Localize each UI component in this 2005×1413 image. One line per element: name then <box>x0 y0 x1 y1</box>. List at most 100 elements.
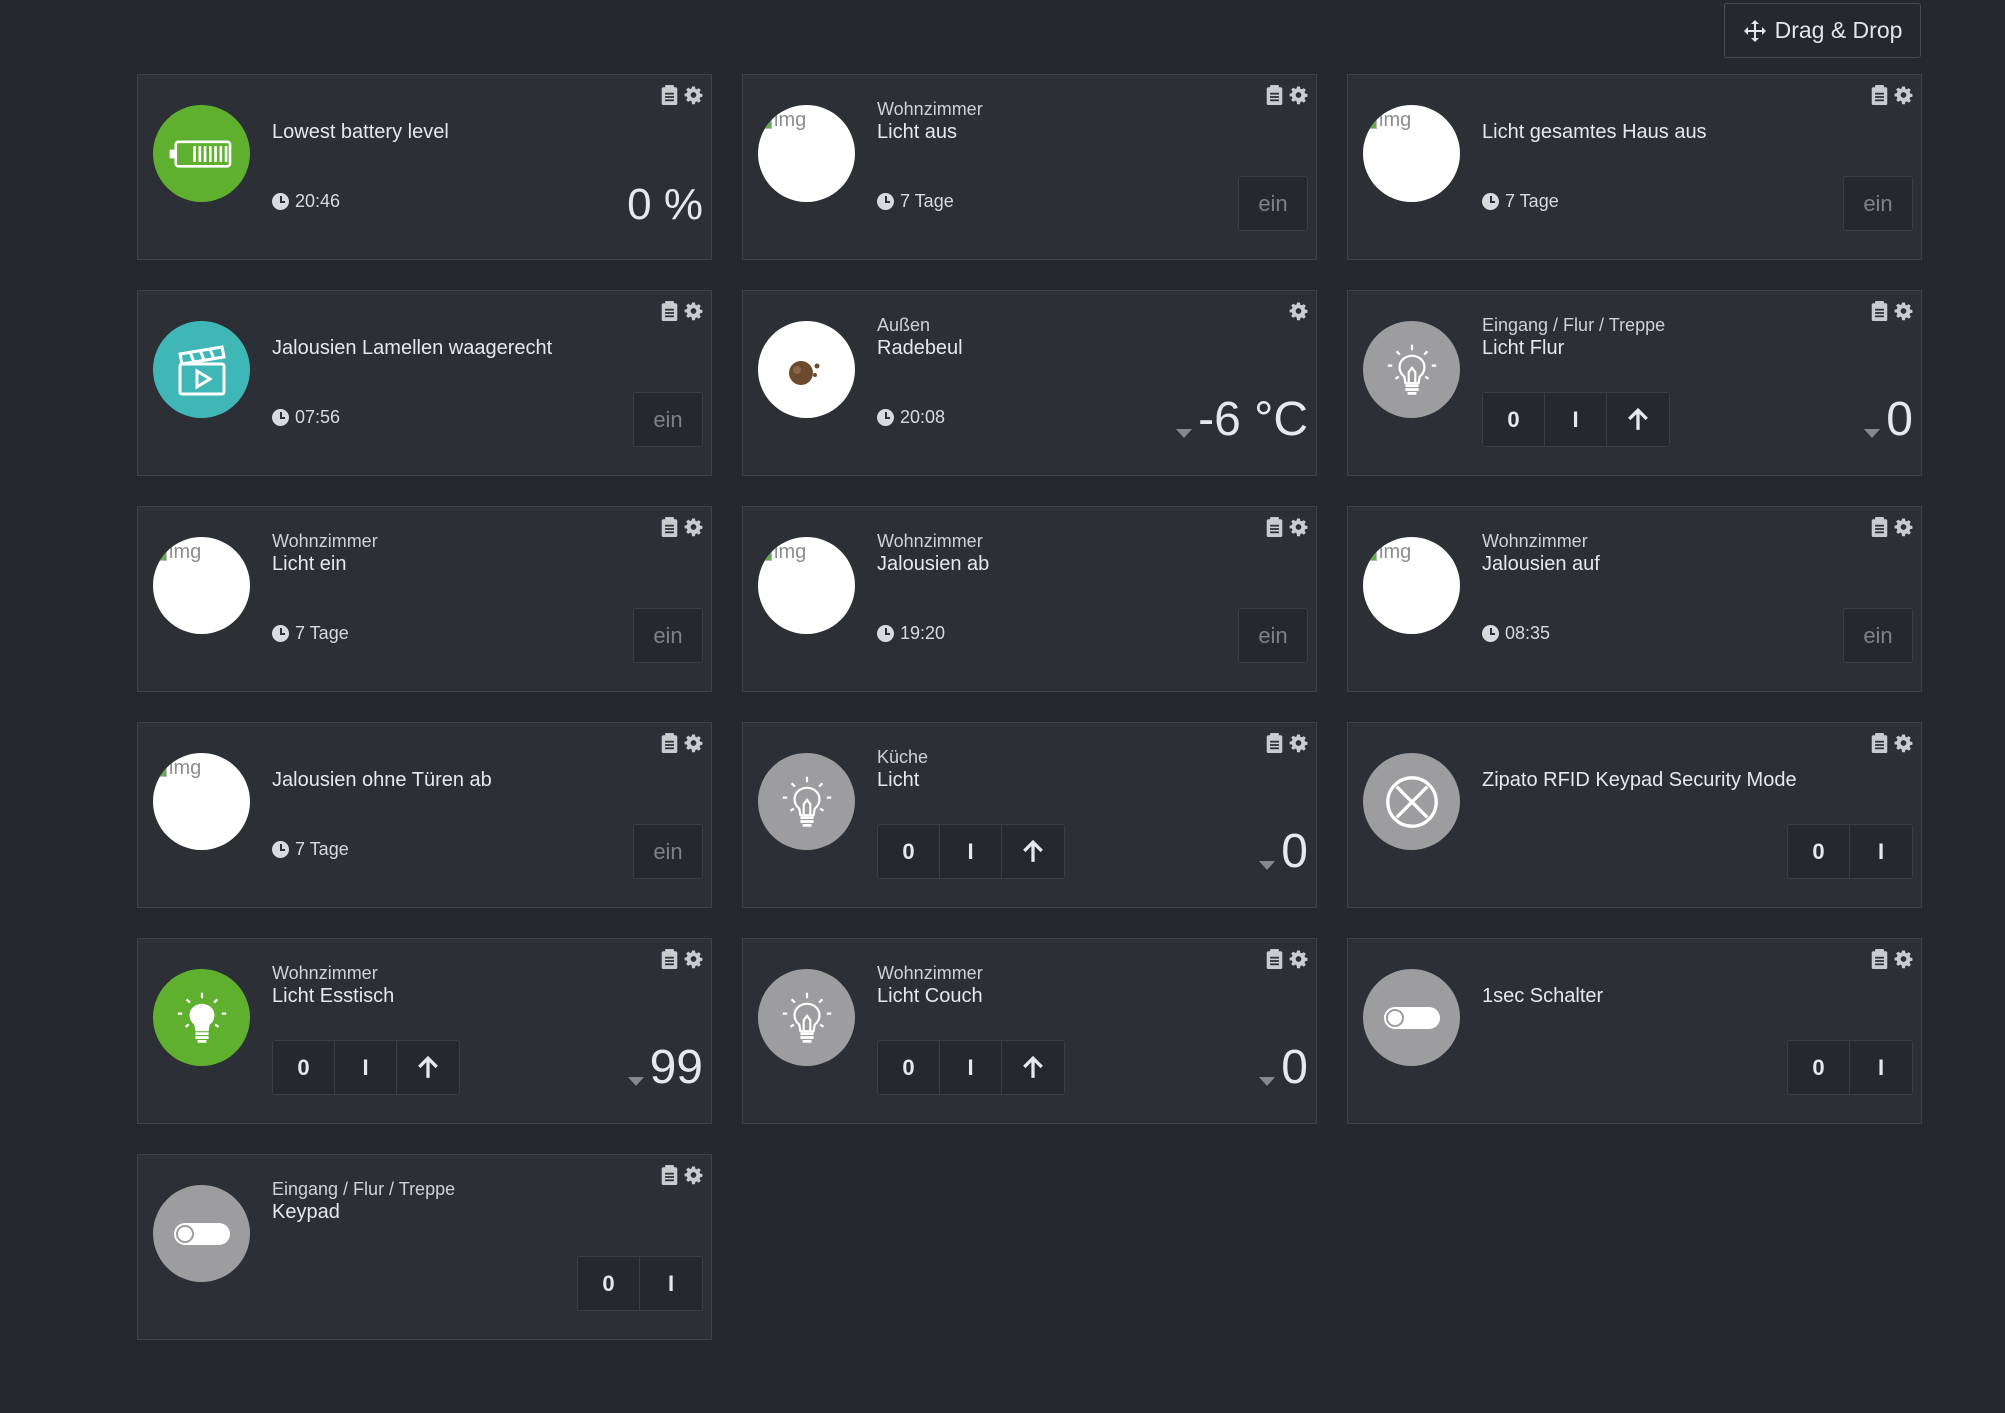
battery-icon <box>153 105 250 202</box>
off-button[interactable]: 0 <box>878 1041 940 1094</box>
timestamp-text: 20:46 <box>295 191 341 211</box>
gear-icon[interactable] <box>1894 517 1913 537</box>
device-title: Keypad <box>272 1201 340 1223</box>
on-button[interactable]: I <box>640 1257 702 1310</box>
room-label: Wohnzimmer <box>877 99 983 119</box>
off-button[interactable]: 0 <box>1483 393 1545 446</box>
gear-icon[interactable] <box>684 517 703 537</box>
ein-button[interactable]: ein <box>633 392 703 447</box>
on-button[interactable]: I <box>1850 1041 1912 1094</box>
device-card-weather: Außen Radebeul 20:08 -6 °C <box>742 290 1317 476</box>
on-button[interactable]: I <box>1545 393 1607 446</box>
room-label: Eingang / Flur / Treppe <box>1482 315 1666 335</box>
device-title: Licht Esstisch <box>272 985 395 1007</box>
on-button[interactable]: I <box>940 1041 1002 1094</box>
clipboard-icon[interactable] <box>660 517 679 537</box>
card-tools <box>1265 517 1308 537</box>
cross-circle-icon <box>1363 753 1460 850</box>
card-tools <box>660 949 703 969</box>
gear-icon[interactable] <box>684 301 703 321</box>
device-card-kueche-licht: Küche Licht 0 I 0 <box>742 722 1317 908</box>
gear-icon[interactable] <box>1894 85 1913 105</box>
broken-image-icon: img <box>758 541 806 564</box>
off-button[interactable]: 0 <box>1788 1041 1850 1094</box>
clipboard-icon[interactable] <box>1870 301 1889 321</box>
card-tools <box>1870 733 1913 753</box>
device-title: Lowest battery level <box>272 121 449 143</box>
arrow-up-button[interactable] <box>397 1041 459 1094</box>
gear-icon[interactable] <box>1894 301 1913 321</box>
ein-button[interactable]: ein <box>1238 608 1308 663</box>
on-button[interactable]: I <box>335 1041 397 1094</box>
scene-image: img <box>153 537 250 634</box>
scene-image: img <box>1363 537 1460 634</box>
device-title: Radebeul <box>877 337 963 359</box>
off-button[interactable]: 0 <box>273 1041 335 1094</box>
room-label: Wohnzimmer <box>877 963 983 983</box>
clipboard-icon[interactable] <box>1870 85 1889 105</box>
clock-icon <box>877 409 894 426</box>
gear-icon[interactable] <box>1289 733 1308 753</box>
gear-icon[interactable] <box>1894 733 1913 753</box>
clipboard-icon[interactable] <box>1870 517 1889 537</box>
clock-icon <box>272 625 289 642</box>
card-tools <box>1870 517 1913 537</box>
ein-button[interactable]: ein <box>633 608 703 663</box>
clipboard-icon[interactable] <box>1870 949 1889 969</box>
arrow-up-icon <box>418 1055 438 1078</box>
clipboard-icon[interactable] <box>1265 949 1284 969</box>
gear-icon[interactable] <box>1289 85 1308 105</box>
timestamp: 20:46 <box>272 191 340 212</box>
on-button[interactable]: I <box>940 825 1002 878</box>
ein-button[interactable]: ein <box>1238 176 1308 231</box>
clipboard-icon[interactable] <box>660 1165 679 1185</box>
off-button[interactable]: 0 <box>1788 825 1850 878</box>
card-tools <box>1870 949 1913 969</box>
clipboard-icon[interactable] <box>1265 517 1284 537</box>
caret-down-icon <box>1864 429 1881 438</box>
clipboard-icon[interactable] <box>1870 733 1889 753</box>
clipboard-icon[interactable] <box>660 733 679 753</box>
ein-button[interactable]: ein <box>633 824 703 879</box>
device-card-licht-ein: img Wohnzimmer Licht ein 7 Tage ein <box>137 506 712 692</box>
switch-buttons: 0 I <box>1787 1040 1913 1095</box>
gear-icon[interactable] <box>684 1165 703 1185</box>
gear-icon[interactable] <box>684 85 703 105</box>
caret-down-icon <box>627 1077 644 1086</box>
gear-icon[interactable] <box>1289 517 1308 537</box>
clipboard-icon[interactable] <box>660 85 679 105</box>
clipboard-icon[interactable] <box>660 949 679 969</box>
on-button[interactable]: I <box>1850 825 1912 878</box>
switch-buttons: 0 I <box>272 1040 460 1095</box>
drag-drop-button[interactable]: Drag & Drop <box>1724 3 1921 58</box>
arrow-up-button[interactable] <box>1002 1041 1064 1094</box>
clipboard-icon[interactable] <box>1265 733 1284 753</box>
gear-icon[interactable] <box>1894 949 1913 969</box>
arrow-up-button[interactable] <box>1002 825 1064 878</box>
room-label: Wohnzimmer <box>272 963 378 983</box>
device-card-licht-haus-aus: img Licht gesamtes Haus aus 7 Tage ein <box>1347 74 1922 260</box>
device-card-jalousien-ohne-tueren: img Jalousien ohne Türen ab 7 Tage ein <box>137 722 712 908</box>
device-card-1sec-schalter: 1sec Schalter 0 I <box>1347 938 1922 1124</box>
clock-icon <box>272 409 289 426</box>
device-card-zipato-keypad: Zipato RFID Keypad Security Mode 0 I <box>1347 722 1922 908</box>
card-tools <box>660 1165 703 1185</box>
gear-icon[interactable] <box>1289 949 1308 969</box>
clipboard-icon[interactable] <box>1265 85 1284 105</box>
move-icon <box>1743 19 1766 42</box>
gear-icon[interactable] <box>684 733 703 753</box>
ein-button[interactable]: ein <box>1843 608 1913 663</box>
scene-image: img <box>758 537 855 634</box>
caret-down-icon <box>1176 429 1193 438</box>
device-card-battery: Lowest battery level 20:46 0 % <box>137 74 712 260</box>
timestamp: 7 Tage <box>272 623 349 644</box>
arrow-up-button[interactable] <box>1607 393 1669 446</box>
off-button[interactable]: 0 <box>578 1257 640 1310</box>
room-label: Eingang / Flur / Treppe <box>272 1179 456 1199</box>
ein-button[interactable]: ein <box>1843 176 1913 231</box>
gear-icon[interactable] <box>1289 301 1308 321</box>
gear-icon[interactable] <box>684 949 703 969</box>
switch-buttons: 0 I <box>877 1040 1065 1095</box>
off-button[interactable]: 0 <box>878 825 940 878</box>
clipboard-icon[interactable] <box>660 301 679 321</box>
